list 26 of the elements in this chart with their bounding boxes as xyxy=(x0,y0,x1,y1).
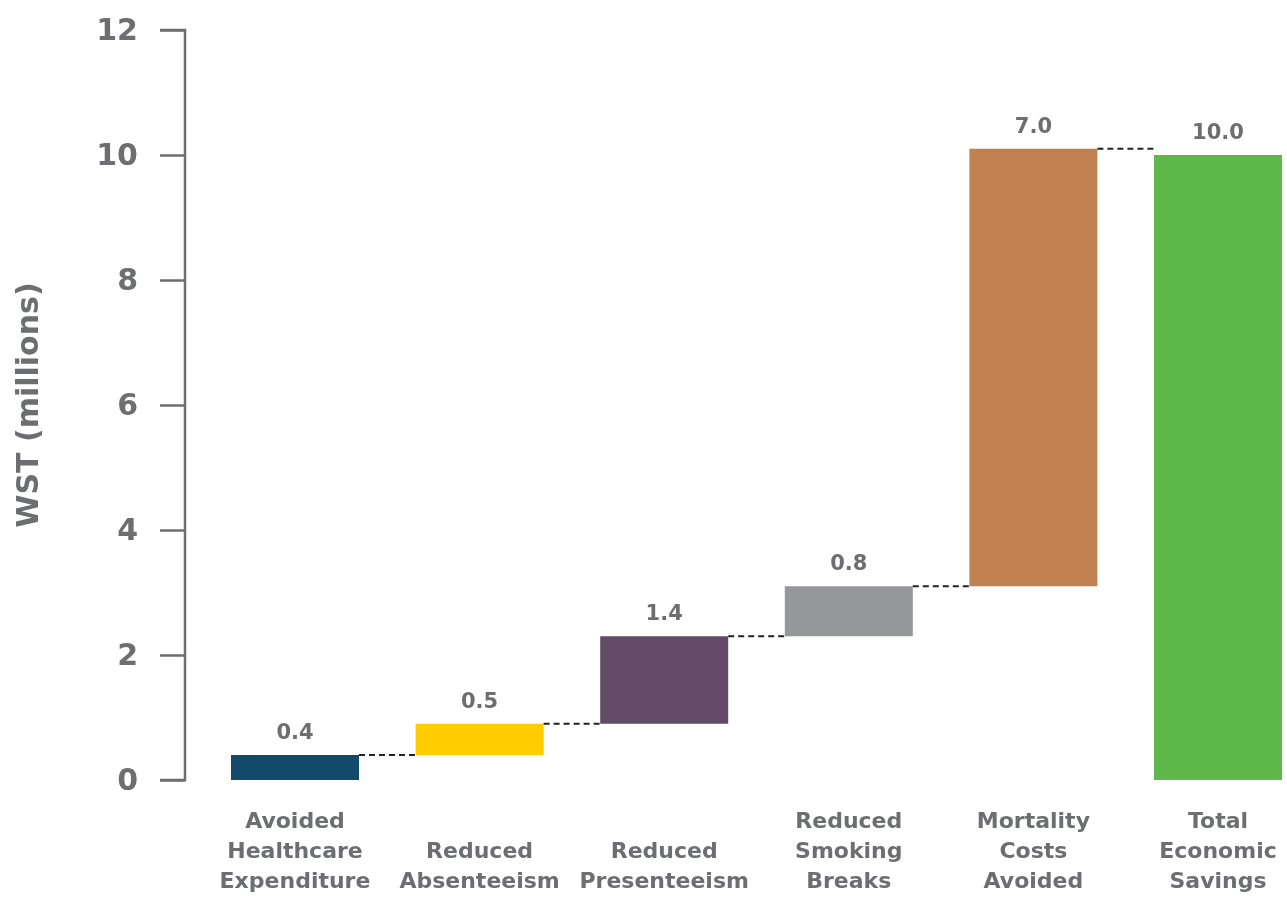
y-tick-label: 8 xyxy=(117,262,138,298)
x-tick-label: Reduced Absenteeism xyxy=(399,838,560,893)
bar xyxy=(969,148,1098,587)
bar xyxy=(1154,155,1282,780)
y-tick-label: 4 xyxy=(117,512,138,548)
bar xyxy=(600,636,729,724)
y-tick-label: 10 xyxy=(96,137,138,173)
data-label: 0.8 xyxy=(830,551,868,576)
y-tick-label: 6 xyxy=(117,387,138,423)
data-label: 7.0 xyxy=(1014,113,1052,138)
bar xyxy=(231,755,359,780)
y-tick-label: 2 xyxy=(117,637,138,673)
y-axis-title: WST (millions) xyxy=(10,282,45,528)
x-tick-label: Reduced Smoking Breaks xyxy=(795,808,903,893)
data-label: 10.0 xyxy=(1192,120,1244,144)
y-tick-label: 12 xyxy=(96,12,138,48)
data-label: 1.4 xyxy=(645,601,683,626)
x-tick-label: Avoided Healthcare Expenditure xyxy=(219,808,371,893)
x-tick-label: Reduced Presenteeism xyxy=(579,838,749,893)
data-label: 0.4 xyxy=(276,720,314,744)
x-tick-label: Total Economic Savings xyxy=(1159,808,1277,893)
bar xyxy=(415,723,544,755)
data-label: 0.5 xyxy=(461,688,499,713)
x-tick-label: Mortality Costs Avoided xyxy=(976,808,1090,893)
bar xyxy=(784,586,913,637)
y-tick-label: 0 xyxy=(117,762,138,798)
